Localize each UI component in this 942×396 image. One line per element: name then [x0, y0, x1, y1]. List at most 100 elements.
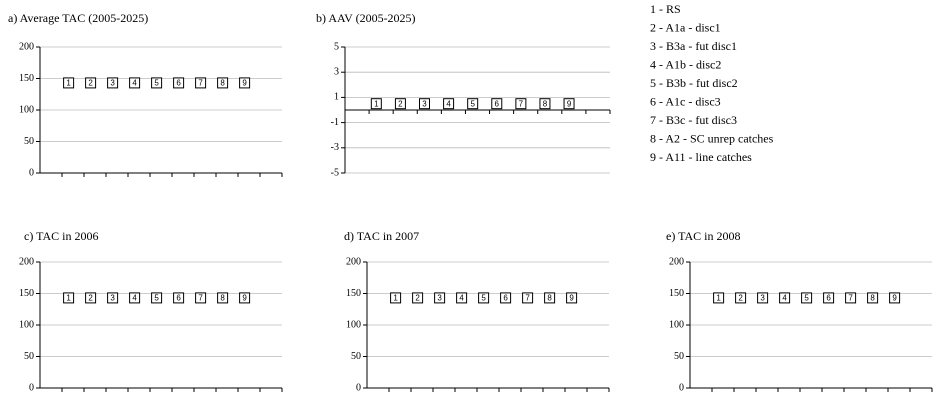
marker — [107, 77, 119, 89]
marker-label: 6 — [495, 99, 500, 108]
marker-label: 1 — [66, 294, 71, 303]
y-tick-label: 150 — [19, 288, 34, 299]
marker — [500, 292, 512, 304]
marker-label: 9 — [569, 294, 574, 303]
marker — [757, 292, 769, 304]
marker — [419, 98, 430, 110]
marker — [823, 292, 835, 304]
y-tick-label: 5 — [334, 41, 339, 52]
marker — [63, 292, 75, 304]
marker-label: 4 — [782, 294, 787, 303]
y-tick-label: 3 — [334, 66, 339, 77]
marker-label: 4 — [132, 294, 137, 303]
marker — [779, 292, 791, 304]
marker-label: 9 — [242, 79, 247, 88]
marker-label: 7 — [848, 294, 853, 303]
marker-label: 9 — [567, 99, 572, 108]
y-tick-label: -5 — [331, 167, 339, 178]
marker — [85, 77, 97, 89]
marker — [867, 292, 879, 304]
marker-label: 8 — [220, 294, 225, 303]
marker — [85, 292, 97, 304]
marker — [515, 98, 527, 110]
marker-label: 1 — [66, 79, 71, 88]
marker-label: 5 — [154, 79, 159, 88]
y-tick-label: 0 — [679, 382, 684, 393]
marker-label: 3 — [110, 79, 115, 88]
marker — [456, 292, 468, 304]
y-tick-label: 0 — [29, 167, 34, 178]
marker-label: 5 — [804, 294, 809, 303]
legend-entry: 2 - A1a - disc1 — [650, 20, 721, 34]
y-tick-label: 150 — [19, 73, 34, 84]
marker — [434, 292, 446, 304]
marker — [522, 292, 534, 304]
marker-label: 3 — [422, 99, 427, 108]
marker-label: 3 — [110, 294, 115, 303]
y-tick-label: 200 — [346, 256, 361, 267]
marker — [394, 98, 406, 110]
y-tick-label: 100 — [346, 319, 361, 330]
marker-label: 4 — [459, 294, 464, 303]
y-tick-label: 1 — [334, 92, 339, 103]
chart-title: d) TAC in 2007 — [344, 229, 419, 243]
y-tick-label: 50 — [24, 351, 34, 362]
legend-entry: 3 - B3a - fut disc1 — [650, 39, 737, 53]
marker-label: 7 — [525, 294, 530, 303]
marker — [412, 292, 424, 304]
marker-label: 1 — [393, 294, 398, 303]
y-tick-label: 150 — [346, 288, 361, 299]
marker-label: 3 — [760, 294, 765, 303]
marker — [129, 77, 141, 89]
legend-entry: 6 - A1c - disc3 — [650, 94, 721, 108]
marker-label: 5 — [470, 99, 475, 108]
marker-label: 2 — [415, 294, 420, 303]
marker — [370, 98, 382, 110]
y-tick-label: 50 — [674, 351, 684, 362]
y-tick-label: 100 — [19, 319, 34, 330]
chart-title: a) Average TAC (2005-2025) — [8, 11, 148, 25]
marker-label: 4 — [446, 99, 451, 108]
marker — [217, 292, 229, 304]
marker-label: 7 — [519, 99, 524, 108]
marker-label: 6 — [503, 294, 508, 303]
y-tick-label: 200 — [19, 41, 34, 52]
marker — [563, 98, 575, 110]
marker-label: 2 — [88, 79, 93, 88]
legend-entry: 8 - A2 - SC unrep catches — [650, 131, 774, 145]
marker-label: 9 — [242, 294, 247, 303]
marker — [713, 292, 725, 304]
marker — [443, 98, 455, 110]
marker — [735, 292, 747, 304]
marker — [467, 98, 479, 110]
marker — [390, 292, 402, 304]
marker-label: 1 — [716, 294, 721, 303]
marker — [239, 77, 251, 89]
marker — [129, 292, 141, 304]
marker-label: 6 — [176, 79, 181, 88]
marker — [173, 292, 185, 304]
chart-title: b) AAV (2005-2025) — [316, 11, 416, 25]
marker-label: 8 — [543, 99, 548, 108]
marker-label: 4 — [132, 79, 137, 88]
marker-label: 2 — [738, 294, 743, 303]
y-tick-label: -1 — [331, 117, 339, 128]
y-tick-label: 0 — [29, 382, 34, 393]
marker-label: 9 — [892, 294, 897, 303]
marker-label: 5 — [481, 294, 486, 303]
marker — [478, 292, 490, 304]
marker-label: 5 — [154, 294, 159, 303]
y-tick-label: -3 — [331, 142, 339, 153]
marker — [566, 292, 578, 304]
marker-label: 8 — [870, 294, 875, 303]
y-tick-label: 50 — [24, 136, 34, 147]
marker — [801, 292, 813, 304]
y-tick-label: 100 — [669, 319, 684, 330]
marker — [217, 77, 229, 89]
y-tick-label: 0 — [356, 382, 361, 393]
marker-label: 2 — [88, 294, 93, 303]
y-tick-label: 200 — [19, 256, 34, 267]
legend-entry: 9 - A11 - line catches — [650, 150, 752, 164]
y-tick-label: 100 — [19, 104, 34, 115]
